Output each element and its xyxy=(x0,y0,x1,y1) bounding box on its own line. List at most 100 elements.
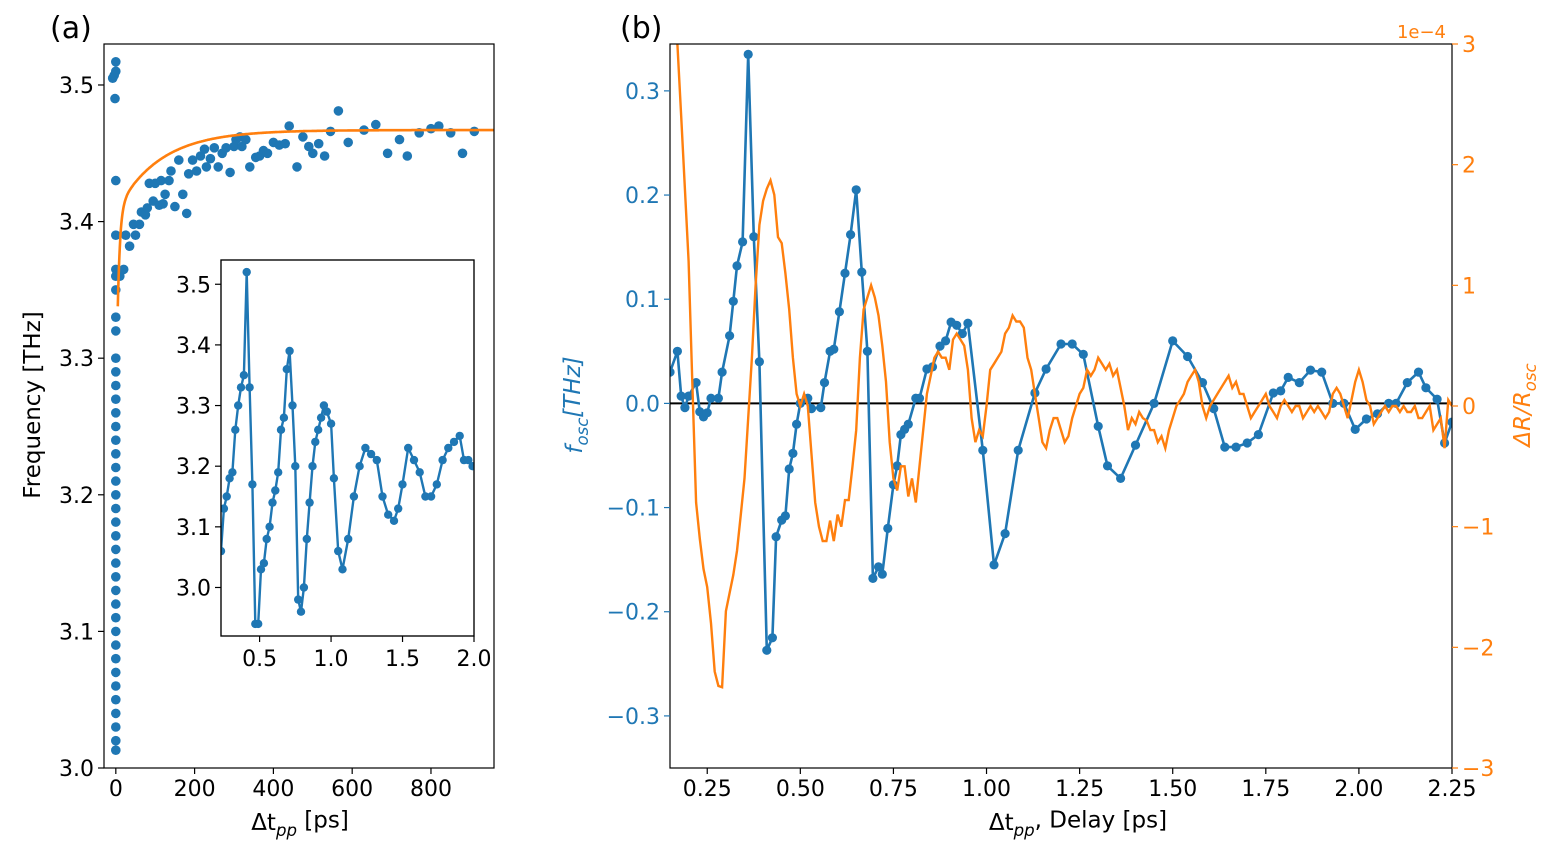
panel-a-point-13 xyxy=(111,367,121,377)
panel-b-blue-point-65 xyxy=(1056,339,1066,349)
inset-point-52 xyxy=(398,480,407,489)
panel-b-blue-point-25 xyxy=(788,448,798,458)
panel-a-point-64 xyxy=(181,208,192,219)
inset-point-16 xyxy=(262,534,271,544)
panel-b-blue-point-96 xyxy=(1421,383,1431,393)
inset-point-7 xyxy=(236,383,246,392)
panel-b-blue-point-19 xyxy=(762,645,772,655)
inset-point-17 xyxy=(265,522,274,531)
panel-a-ytick-label-0: 3.0 xyxy=(59,757,94,782)
panel-a-point-73 xyxy=(213,162,223,172)
panel-a-point-67 xyxy=(191,166,202,176)
panel-a-point-33 xyxy=(111,640,121,650)
panel-a-point-12 xyxy=(111,353,121,364)
inset-point-64 xyxy=(464,455,473,465)
panel-a-xtick-label-1: 200 xyxy=(174,777,216,802)
panel-a-ylabel: Frequency [THz] xyxy=(20,311,46,499)
panel-b-blue-point-56 xyxy=(952,320,962,330)
panel-a-point-31 xyxy=(111,612,121,623)
panel-b-blue-point-70 xyxy=(1116,473,1126,483)
panel-b-orange-line xyxy=(676,44,1452,689)
inset-point-4 xyxy=(228,468,237,477)
panel-b-right-ytick-label-5: 2 xyxy=(1462,154,1476,179)
panel-b-blue-point-60 xyxy=(989,560,999,570)
panel-b-blue-point-78 xyxy=(1231,442,1241,452)
panel-a-xtick-label-4: 800 xyxy=(410,777,452,802)
panel-b-xlabel: Δtpp, Delay [ps] xyxy=(989,808,1167,840)
panel-a-point-34 xyxy=(111,653,121,664)
inset-point-0 xyxy=(221,546,226,556)
panel-a-point-60 xyxy=(166,166,176,176)
panel-a-point-56 xyxy=(156,175,166,186)
panel-b-blue-point-41 xyxy=(873,562,884,572)
inset-point-49 xyxy=(384,510,393,519)
panel-b-blue-line xyxy=(670,54,1452,651)
inset-point-40 xyxy=(334,546,343,556)
inset-point-9 xyxy=(242,267,251,277)
panel-b-blue-point-80 xyxy=(1253,430,1263,440)
panel-a-point-102 xyxy=(382,148,393,159)
panel-a-point-72 xyxy=(209,143,220,153)
panel-b-blue-point-85 xyxy=(1305,365,1316,375)
inset-point-25 xyxy=(288,401,297,410)
panel-a-point-6 xyxy=(111,230,121,240)
panel-b-blue-point-99 xyxy=(1447,417,1452,427)
panel-b-right-ytick-label-6: 3 xyxy=(1462,33,1476,58)
panel-b-blue-point-21 xyxy=(771,532,781,542)
panel-a-point-59 xyxy=(164,175,174,186)
panel-a: 0 200 400 600 800 3.0 3.1 3.2 3.3 3.4 3.5 Δtpp [ps]… xyxy=(20,11,495,840)
panel-a-point-48 xyxy=(134,219,145,230)
panel-b-blue-point-5 xyxy=(691,378,701,388)
panel-b-blue-point-90 xyxy=(1361,414,1371,424)
inset-point-20 xyxy=(274,468,283,477)
panel-a-point-51 xyxy=(142,203,153,213)
inset-point-51 xyxy=(394,504,403,513)
inset-ytick-label-2: 3.2 xyxy=(176,455,211,480)
inset-point-48 xyxy=(378,492,387,501)
inset-point-43 xyxy=(349,492,359,501)
panel-a-point-30 xyxy=(111,599,121,609)
panel-a-point-58 xyxy=(160,189,170,200)
inset-point-2 xyxy=(222,492,231,501)
panel-b-blue-point-1 xyxy=(672,346,683,356)
panel-b-blue-point-66 xyxy=(1067,339,1077,349)
panel-a-point-44 xyxy=(120,230,131,240)
inset-point-59 xyxy=(438,455,447,465)
inset-point-47 xyxy=(372,455,381,465)
panel-a-point-23 xyxy=(111,503,121,514)
panel-b-blue-point-69 xyxy=(1102,461,1113,471)
panel-a-point-32 xyxy=(111,626,121,637)
panel-a-point-109 xyxy=(457,148,468,159)
panel-b-label: (b) xyxy=(620,11,662,46)
panel-b-blue-point-61 xyxy=(1000,529,1010,539)
panel-a-point-92 xyxy=(298,132,308,142)
panel-a-point-22 xyxy=(111,490,121,500)
panel-b-blue-point-10 xyxy=(713,393,724,403)
panel-a-ytick-label-1: 3.1 xyxy=(59,620,94,645)
panel-b-blue-point-3 xyxy=(680,403,690,413)
panel-b-blue-point-58 xyxy=(963,318,973,328)
panel-b-blue-point-62 xyxy=(1013,445,1023,455)
panel-b-blue-point-84 xyxy=(1294,378,1304,388)
panel-b-blue-point-92 xyxy=(1384,398,1394,408)
panel-b-blue-point-24 xyxy=(784,464,794,474)
panel-b-blue-point-20 xyxy=(767,633,778,643)
inset-ytick-label-5: 3.5 xyxy=(176,273,211,298)
panel-b-blue-point-74 xyxy=(1183,351,1193,362)
panel-b-left-ytick-label-2: −0.1 xyxy=(607,497,660,522)
panel-b-ylabel-left: fosc[THz] xyxy=(560,356,592,453)
inset-xtick-label-3: 2.0 xyxy=(457,647,492,672)
inset-point-26 xyxy=(291,462,300,471)
panel-b-blue-point-33 xyxy=(829,344,839,354)
inset-point-38 xyxy=(326,419,336,428)
panel-a-point-71 xyxy=(205,153,216,164)
panel-b-blue-point-54 xyxy=(941,336,951,346)
panel-b-blue-point-39 xyxy=(862,346,873,356)
inset-point-1 xyxy=(221,504,229,513)
inset-point-33 xyxy=(311,437,320,447)
panel-b-blue-point-57 xyxy=(957,329,967,339)
panel-a-point-4 xyxy=(111,57,121,67)
panel-a-fit-line xyxy=(116,128,494,307)
inset-point-62 xyxy=(455,431,464,441)
panel-a-point-29 xyxy=(111,585,121,596)
